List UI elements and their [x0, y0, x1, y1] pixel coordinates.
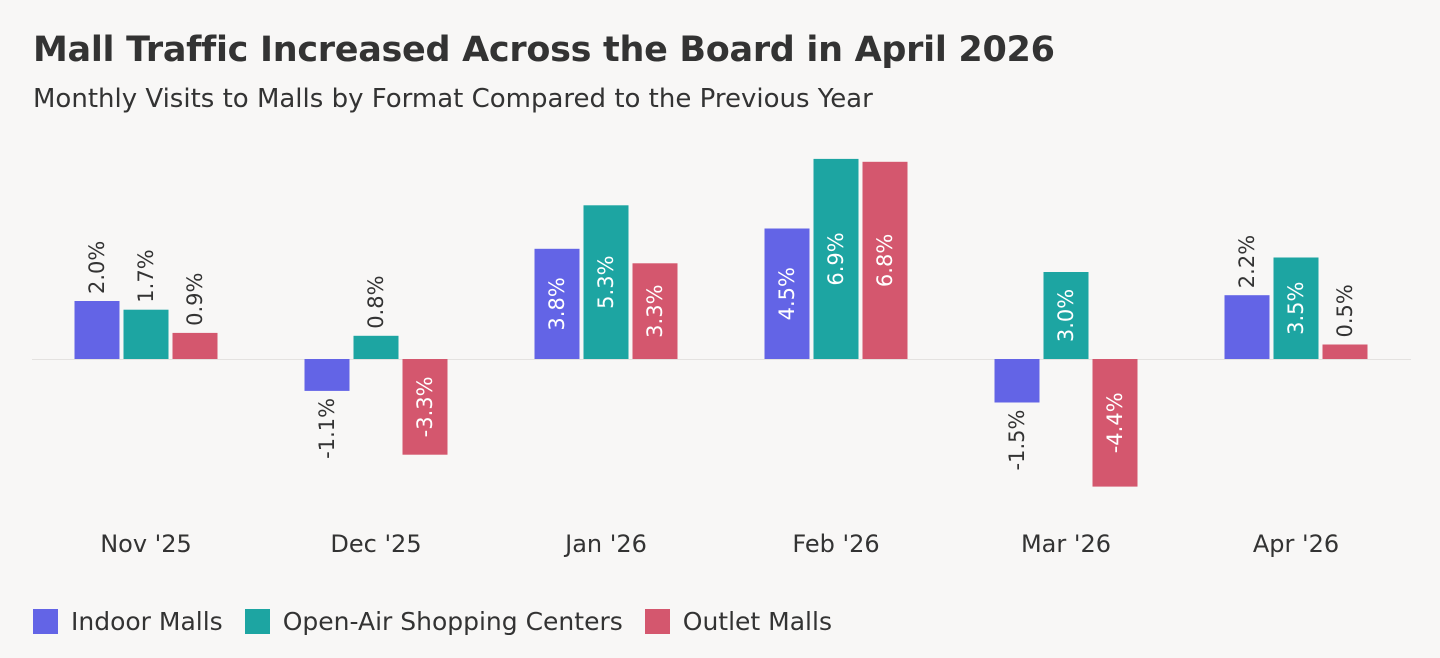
data-label: 5.3%: [594, 255, 618, 308]
bar-outlet-malls-1: [402, 359, 448, 455]
bar-open-air-shopping-centers-1: [353, 335, 399, 359]
bar-open-air-shopping-centers-0: [123, 309, 169, 359]
bar-chart: 2.0% 1.7% 0.9% Nov '25 -1.1% 0.8% -3.3% Dec '25…: [32, 158, 1411, 558]
bar-indoor-malls-1: [304, 359, 350, 391]
data-label: 3.8%: [545, 277, 569, 330]
data-label: 6.8%: [873, 234, 897, 287]
bar-open-air-shopping-centers-4: [1043, 272, 1089, 359]
data-label: 0.9%: [183, 273, 207, 326]
x-tick-label: Dec '25: [330, 530, 421, 558]
data-label: -3.3%: [413, 376, 437, 437]
legend-swatch-outlet-malls: [644, 609, 670, 634]
bar-outlet-malls-5: [1322, 344, 1368, 359]
legend-swatch-open-air: [244, 609, 270, 634]
data-label: 0.8%: [364, 275, 388, 328]
bar-indoor-malls-2: [534, 248, 580, 359]
x-tick-label: Mar '26: [1021, 530, 1111, 558]
data-label: 3.5%: [1284, 282, 1308, 335]
bar-indoor-malls-0: [74, 301, 120, 359]
x-tick-label: Apr '26: [1253, 530, 1339, 558]
data-label: 2.0%: [85, 241, 109, 294]
legend-item-outlet-malls[interactable]: Outlet Malls: [644, 607, 832, 636]
bar-outlet-malls-0: [172, 332, 218, 359]
x-tick-label: Jan '26: [563, 530, 647, 558]
bar-indoor-malls-3: [764, 228, 810, 359]
bar-open-air-shopping-centers-5: [1273, 257, 1319, 359]
bar-outlet-malls-3: [862, 161, 908, 359]
bar-outlet-malls-2: [632, 263, 678, 359]
bar-indoor-malls-4: [994, 359, 1040, 403]
x-tick-label: Feb '26: [792, 530, 879, 558]
data-label: 4.5%: [775, 267, 799, 320]
chart-subtitle: Monthly Visits to Malls by Format Compar…: [33, 84, 873, 114]
legend: Indoor Malls Open-Air Shopping Centers O…: [33, 607, 832, 636]
data-label: -1.1%: [315, 398, 339, 459]
legend-item-indoor-malls[interactable]: Indoor Malls: [33, 607, 223, 636]
data-label: 3.3%: [643, 284, 667, 337]
x-tick-label: Nov '25: [100, 530, 192, 558]
data-label: -1.5%: [1005, 410, 1029, 471]
legend-label-indoor-malls: Indoor Malls: [71, 607, 223, 636]
legend-swatch-indoor-malls: [33, 609, 58, 634]
chart-title: Mall Traffic Increased Across the Board …: [33, 30, 1055, 70]
bar-open-air-shopping-centers-3: [813, 158, 859, 359]
bar-open-air-shopping-centers-2: [583, 205, 629, 359]
legend-item-open-air[interactable]: Open-Air Shopping Centers: [244, 607, 623, 636]
legend-label-open-air: Open-Air Shopping Centers: [282, 607, 623, 636]
data-label: -4.4%: [1103, 392, 1127, 453]
legend-label-outlet-malls: Outlet Malls: [682, 607, 832, 636]
data-label: 3.0%: [1054, 289, 1078, 342]
bar-outlet-malls-4: [1092, 359, 1138, 487]
data-label: 2.2%: [1235, 235, 1259, 288]
data-label: 0.5%: [1333, 284, 1357, 337]
data-label: 1.7%: [134, 249, 158, 302]
bar-indoor-malls-5: [1224, 295, 1270, 359]
data-label: 6.9%: [824, 232, 848, 285]
